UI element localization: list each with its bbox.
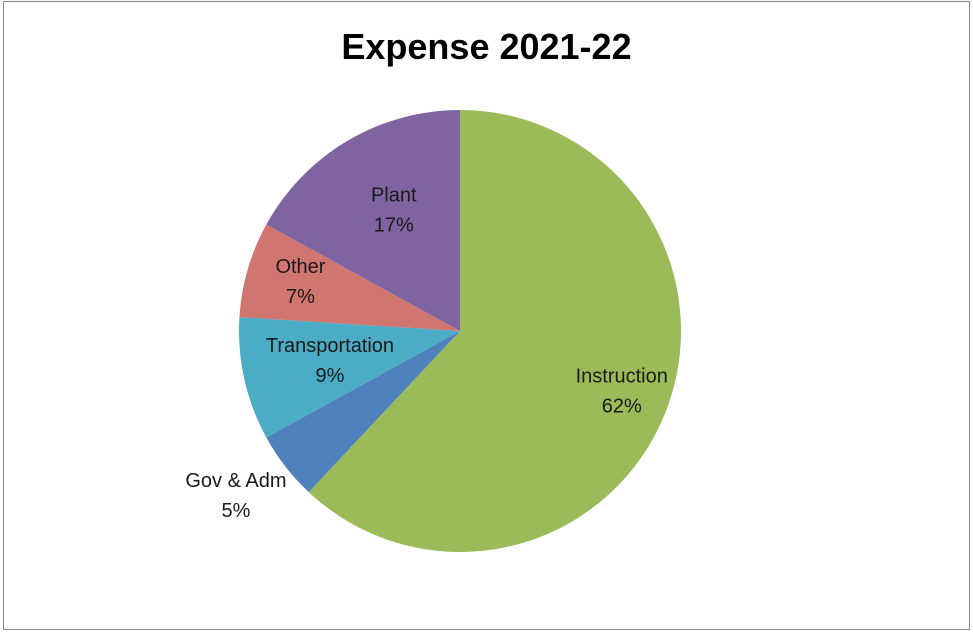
slice-gov-adm [266, 331, 460, 493]
slice-value-instruction: 62% [602, 395, 642, 417]
slice-value-plant: 17% [374, 214, 414, 236]
slice-label-transportation: Transportation [266, 335, 394, 357]
slice-instruction [308, 110, 681, 553]
pie-labels: Instruction 62% Gov & Adm 5% Transportation 9… [185, 184, 667, 521]
slice-label-gov-adm: Gov & Adm [185, 470, 286, 492]
slice-plant [266, 110, 460, 331]
pie-slices [239, 110, 681, 553]
slice-label-other: Other [275, 256, 325, 278]
slice-other [239, 224, 460, 331]
slice-value-other: 7% [286, 286, 315, 308]
slice-value-gov-adm: 5% [221, 500, 250, 522]
slice-transportation [239, 317, 460, 438]
slice-label-instruction: Instruction [576, 365, 668, 387]
slice-label-plant: Plant [371, 184, 417, 206]
chart-title: Expense 2021-22 [341, 26, 632, 67]
slice-value-transportation: 9% [316, 365, 345, 387]
